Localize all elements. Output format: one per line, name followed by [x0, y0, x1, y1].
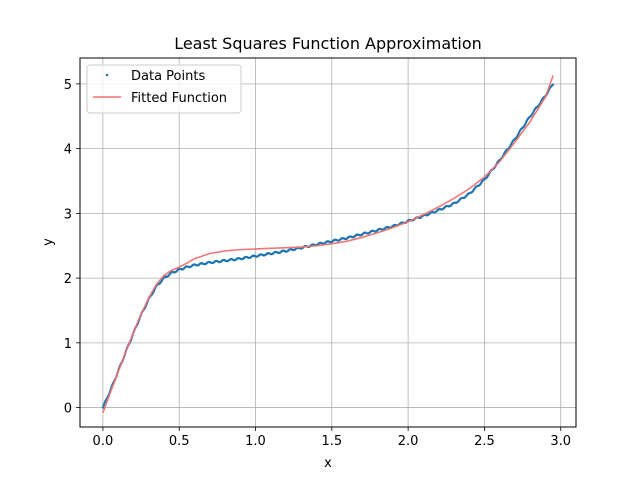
x-tick-label: 2.5: [474, 434, 495, 449]
data-point: [552, 83, 555, 86]
y-tick-label: 5: [64, 78, 72, 93]
y-axis-label: y: [41, 238, 56, 246]
chart-title: Least Squares Function Approximation: [174, 34, 482, 53]
x-tick-label: 0.5: [169, 434, 190, 449]
grid: [80, 58, 576, 427]
fitted-function-series: [102, 75, 554, 414]
x-tick-label: 1.5: [321, 434, 342, 449]
legend-label-fitted-function: Fitted Function: [131, 91, 227, 106]
y-tick-label: 2: [64, 272, 72, 287]
fitted-function-line: [102, 75, 554, 414]
legend-box: [86, 64, 242, 114]
legend: Data Points Fitted Function: [86, 64, 242, 114]
legend-marker-data-points: [105, 73, 109, 77]
y-ticks: 0 1 2 3 4 5: [64, 78, 80, 417]
x-tick-label: 3.0: [550, 434, 571, 449]
x-tick-label: 2.0: [398, 434, 419, 449]
legend-label-data-points: Data Points: [131, 69, 205, 84]
y-tick-label: 1: [64, 337, 72, 352]
plot-frame: [79, 57, 577, 428]
y-tick-label: 3: [64, 207, 72, 222]
x-tick-label: 1.0: [245, 434, 266, 449]
y-tick-label: 0: [64, 402, 72, 417]
x-ticks: 0.0 0.5 1.0 1.5 2.0 2.5 3.0: [93, 427, 571, 449]
x-axis-label: x: [324, 456, 332, 471]
y-tick-label: 4: [64, 143, 72, 158]
x-tick-label: 0.0: [93, 434, 114, 449]
